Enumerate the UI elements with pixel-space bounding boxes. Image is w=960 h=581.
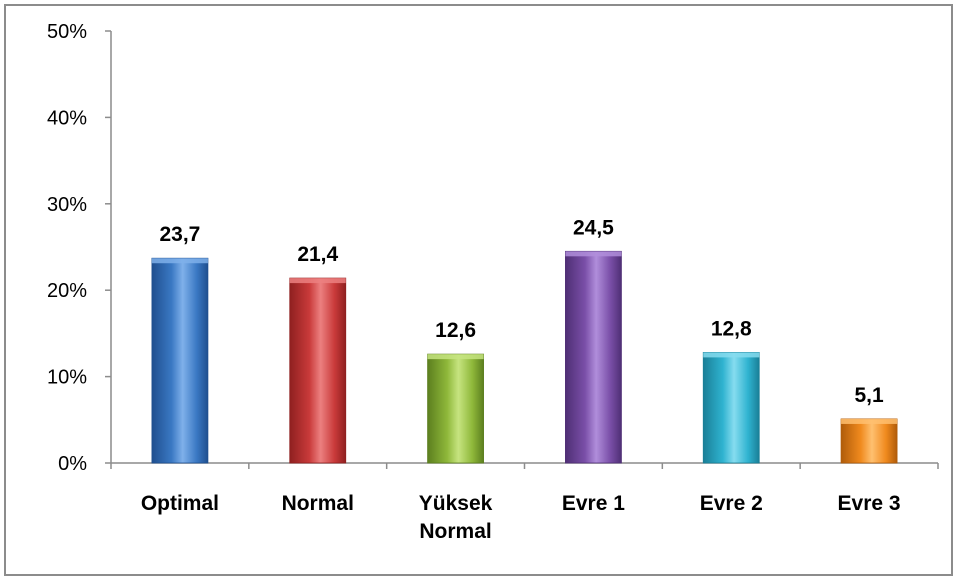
bar-top-highlight [427,354,484,360]
x-tick-label: Yüksek [419,492,493,515]
bar [151,257,209,464]
data-label: 24,5 [573,216,614,239]
y-tick-label: 50% [47,21,87,43]
bar-top-highlight [703,352,760,358]
data-label: 12,6 [435,319,476,342]
x-tick-label: Normal [419,520,491,543]
y-tick-label: 40% [47,107,87,129]
bar-top-highlight [151,258,208,264]
data-label: 21,4 [297,243,338,266]
data-label: 23,7 [159,223,200,246]
x-tick-label: Normal [282,492,354,515]
x-tick-label: Evre 2 [700,492,763,515]
bar-top-highlight [289,278,346,284]
data-label: 12,8 [711,317,752,340]
y-tick-label: 10% [47,367,87,389]
bar [840,418,898,464]
bar [289,277,347,464]
bar-top-highlight [841,418,898,424]
bar [702,352,760,464]
x-tick-label: Evre 1 [562,492,625,515]
bar-top-highlight [565,251,622,257]
x-tick-label: Optimal [141,492,219,515]
bar [565,250,622,464]
y-tick-label: 30% [47,194,87,216]
data-label: 5,1 [854,384,884,407]
x-tick-label: Evre 3 [838,492,901,515]
bar [427,353,484,464]
y-tick-label: 0% [58,453,87,475]
y-tick-label: 20% [47,280,87,302]
